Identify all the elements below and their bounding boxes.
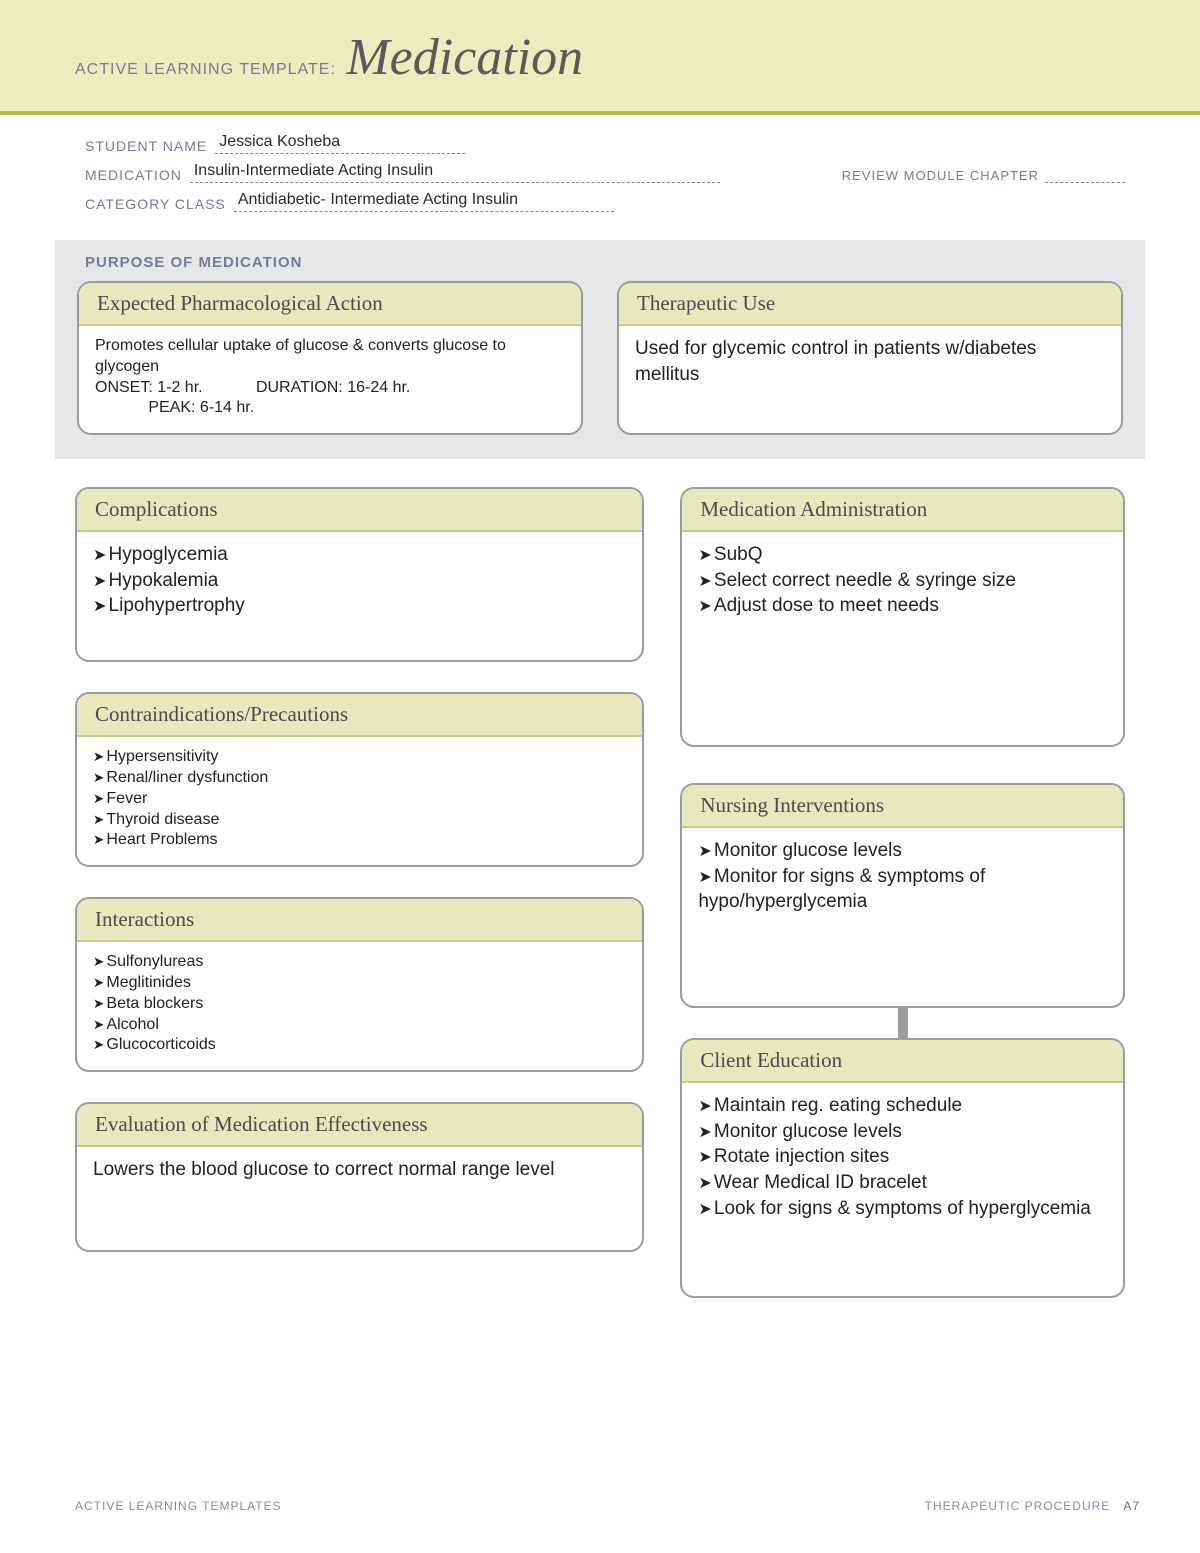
list-item: Maintain reg. eating schedule bbox=[698, 1093, 1107, 1119]
evaluation-body: Lowers the blood glucose to correct norm… bbox=[77, 1147, 642, 1197]
review-value-blank bbox=[1045, 170, 1125, 183]
complications-title: Complications bbox=[77, 489, 642, 532]
list-item: Wear Medical ID bracelet bbox=[698, 1170, 1107, 1196]
list-item: Beta blockers bbox=[93, 994, 626, 1015]
footer-left: ACTIVE LEARNING TEMPLATES bbox=[75, 1499, 282, 1513]
list-item: Rotate injection sites bbox=[698, 1144, 1107, 1170]
purpose-section: PURPOSE OF MEDICATION Expected Pharmacol… bbox=[55, 240, 1145, 459]
list-item: Alcohol bbox=[93, 1015, 626, 1036]
list-item: Lipohypertrophy bbox=[93, 593, 626, 619]
right-column: Medication Administration SubQSelect cor… bbox=[680, 487, 1125, 1298]
list-item: Glucocorticoids bbox=[93, 1035, 626, 1056]
interactions-title: Interactions bbox=[77, 899, 642, 942]
list-item: Sulfonylureas bbox=[93, 952, 626, 973]
list-item: Monitor glucose levels bbox=[698, 838, 1107, 864]
pharm-line2: ONSET: 1-2 hr. DURATION: 16-24 hr. bbox=[95, 378, 565, 399]
therapeutic-body: Used for glycemic control in patients w/… bbox=[619, 326, 1121, 401]
category-value: Antidiabetic- Intermediate Acting Insuli… bbox=[234, 191, 614, 212]
left-column: Complications HypoglycemiaHypokalemiaLip… bbox=[75, 487, 644, 1298]
complications-card: Complications HypoglycemiaHypokalemiaLip… bbox=[75, 487, 644, 662]
list-item: Fever bbox=[93, 789, 626, 810]
administration-title: Medication Administration bbox=[682, 489, 1123, 532]
nursing-card: Nursing Interventions Monitor glucose le… bbox=[680, 783, 1125, 1008]
list-item: Hypokalemia bbox=[93, 568, 626, 594]
medication-value: Insulin-Intermediate Acting Insulin bbox=[190, 162, 720, 183]
header-prefix: ACTIVE LEARNING TEMPLATE: bbox=[75, 61, 336, 78]
main-grid: Complications HypoglycemiaHypokalemiaLip… bbox=[75, 487, 1125, 1298]
list-item: Look for signs & symptoms of hyperglycem… bbox=[698, 1196, 1107, 1222]
interactions-body: SulfonylureasMeglitinidesBeta blockersAl… bbox=[77, 942, 642, 1070]
connector bbox=[898, 1008, 908, 1038]
meta-block: STUDENT NAME Jessica Kosheba MEDICATION … bbox=[0, 115, 1200, 230]
contra-title: Contraindications/Precautions bbox=[77, 694, 642, 737]
list-item: Thyroid disease bbox=[93, 810, 626, 831]
nursing-title: Nursing Interventions bbox=[682, 785, 1123, 828]
header-band: ACTIVE LEARNING TEMPLATE: Medication bbox=[0, 0, 1200, 115]
student-name-label: STUDENT NAME bbox=[85, 138, 207, 154]
education-body: Maintain reg. eating scheduleMonitor glu… bbox=[682, 1083, 1123, 1235]
interactions-card: Interactions SulfonylureasMeglitinidesBe… bbox=[75, 897, 644, 1072]
purpose-title: PURPOSE OF MEDICATION bbox=[85, 254, 1123, 271]
list-item: SubQ bbox=[698, 542, 1107, 568]
therapeutic-card: Therapeutic Use Used for glycemic contro… bbox=[617, 281, 1123, 435]
header-title: Medication bbox=[346, 29, 583, 86]
pharm-body: Promotes cellular uptake of glucose & co… bbox=[79, 326, 581, 433]
list-item: Hypoglycemia bbox=[93, 542, 626, 568]
review-label: REVIEW MODULE CHAPTER bbox=[842, 168, 1039, 183]
education-card: Client Education Maintain reg. eating sc… bbox=[680, 1038, 1125, 1298]
medication-label: MEDICATION bbox=[85, 167, 182, 183]
student-name-value: Jessica Kosheba bbox=[215, 133, 465, 154]
list-item: Adjust dose to meet needs bbox=[698, 593, 1107, 619]
footer-right: THERAPEUTIC PROCEDURE bbox=[925, 1499, 1111, 1513]
nursing-body: Monitor glucose levelsMonitor for signs … bbox=[682, 828, 1123, 929]
therapeutic-title: Therapeutic Use bbox=[619, 283, 1121, 326]
pharm-card: Expected Pharmacological Action Promotes… bbox=[77, 281, 583, 435]
administration-body: SubQSelect correct needle & syringe size… bbox=[682, 532, 1123, 633]
administration-card: Medication Administration SubQSelect cor… bbox=[680, 487, 1125, 747]
category-label: CATEGORY CLASS bbox=[85, 196, 226, 212]
list-item: Select correct needle & syringe size bbox=[698, 568, 1107, 594]
pharm-title: Expected Pharmacological Action bbox=[79, 283, 581, 326]
list-item: Meglitinides bbox=[93, 973, 626, 994]
complications-body: HypoglycemiaHypokalemiaLipohypertrophy bbox=[77, 532, 642, 633]
list-item: Heart Problems bbox=[93, 830, 626, 851]
pharm-line3: PEAK: 6-14 hr. bbox=[95, 398, 565, 419]
gap bbox=[680, 747, 1125, 783]
list-item: Renal/liner dysfunction bbox=[93, 768, 626, 789]
list-item: Monitor for signs & symptoms of hypo/hyp… bbox=[698, 864, 1107, 915]
contra-body: HypersensitivityRenal/liner dysfunctionF… bbox=[77, 737, 642, 865]
list-item: Monitor glucose levels bbox=[698, 1119, 1107, 1145]
contra-card: Contraindications/Precautions Hypersensi… bbox=[75, 692, 644, 867]
footer: ACTIVE LEARNING TEMPLATES THERAPEUTIC PR… bbox=[75, 1499, 1140, 1513]
evaluation-card: Evaluation of Medication Effectiveness L… bbox=[75, 1102, 644, 1252]
footer-page: A7 bbox=[1123, 1499, 1140, 1513]
list-item: Hypersensitivity bbox=[93, 747, 626, 768]
evaluation-title: Evaluation of Medication Effectiveness bbox=[77, 1104, 642, 1147]
education-title: Client Education bbox=[682, 1040, 1123, 1083]
pharm-line1: Promotes cellular uptake of glucose & co… bbox=[95, 336, 565, 378]
